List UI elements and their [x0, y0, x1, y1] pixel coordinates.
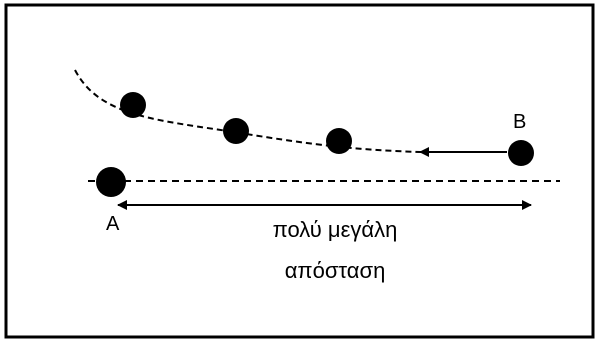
- ball-2: [223, 118, 249, 144]
- ball-3: [326, 128, 352, 154]
- label-point-b: B: [513, 111, 526, 133]
- label-distance-line1: πολύ μεγάλη: [273, 217, 398, 242]
- frame-border: [6, 5, 593, 337]
- label-distance-line2: απόσταση: [285, 258, 386, 283]
- ball-1: [120, 92, 146, 118]
- label-point-a: A: [106, 213, 120, 235]
- ball-b: [508, 140, 534, 166]
- ball-a: [96, 167, 126, 197]
